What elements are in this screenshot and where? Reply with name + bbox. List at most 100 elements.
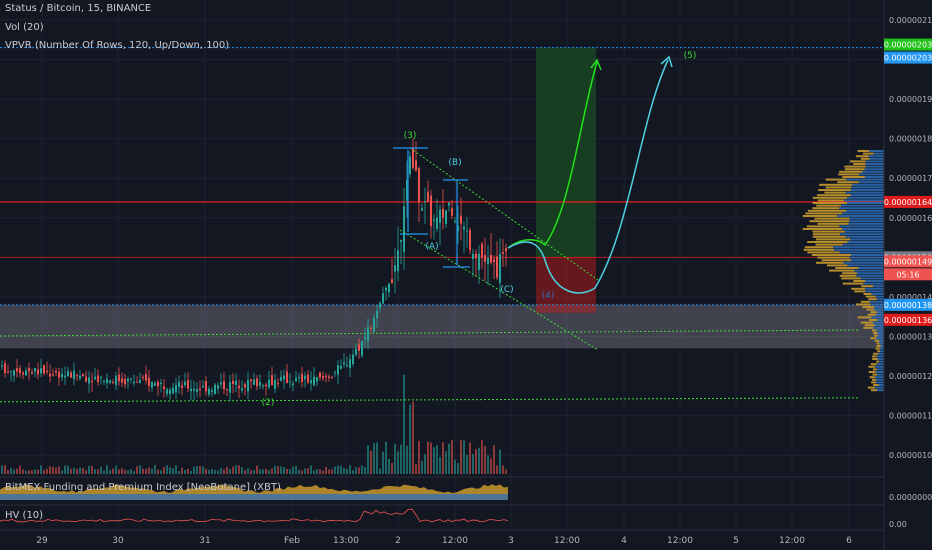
vp-row-down [857,150,870,152]
price-badge-label: 0.00000164 [884,198,932,207]
candle-body [376,310,378,319]
candle-body [367,327,369,342]
volume-bar [286,468,288,474]
wave-label: (5) [684,51,697,61]
volume-bar [205,468,207,474]
candle-body [10,370,12,372]
vp-row-down [807,251,840,254]
candle-body [418,168,420,203]
volume-bar [70,468,72,474]
volume-legend[interactable]: Vol (20) [5,22,44,33]
time-tick-label: 31 [199,536,210,546]
vp-row-down [869,376,875,379]
candle-body [49,373,51,377]
volume-bar [130,469,132,474]
vp-row-down [866,308,875,311]
vp-row-up [879,360,884,363]
volume-bar [40,465,42,474]
profit-zone [536,47,596,258]
vp-row-up [865,290,884,293]
volume-bar [97,469,99,474]
volume-bar [343,467,345,474]
volume-bar [298,469,300,474]
vp-row-up [849,220,884,223]
vp-row-up [856,274,884,277]
volume-bar [484,445,486,474]
wave2-support-line [0,397,861,403]
symbol-legend[interactable]: Status / Bitcoin, 15, BINANCE [5,3,152,14]
vp-row-down [855,303,871,306]
volume-bar [403,374,405,474]
candle-body [478,253,480,270]
volume-bar [124,469,126,474]
candle-body [289,381,291,383]
candle-body [328,376,330,378]
vp-row-down [806,225,840,228]
vp-row-up [858,267,884,269]
vp-row-up [874,306,884,308]
candle-body [103,380,105,382]
vp-row-down [816,204,841,207]
candle-body [166,389,168,394]
candle-body [34,368,36,372]
candle-body [187,379,189,389]
volume-bar [133,470,135,474]
vp-row-up [847,196,884,199]
candle-body [52,374,54,376]
candle-body [481,243,483,258]
vp-row-up [842,243,884,246]
vp-row-down [826,264,848,267]
vp-row-down [872,358,878,360]
volume-bar [4,465,6,474]
time-axis[interactable]: 29 30 31 Feb 13:00 2 12:00 3 12:00 4 12:00 5 12:00 6 [0,529,884,546]
candle-body [361,341,363,356]
candle-body [169,389,171,395]
candle-body [172,387,174,394]
vp-row-down [867,386,875,389]
candle-body [250,379,252,382]
volume-bar [148,467,150,474]
vp-row-down [874,339,880,342]
volume-bar [196,466,198,474]
vp-row-up [858,181,884,184]
volume-bar [106,465,108,474]
candle-body [64,375,66,378]
volume-bar [19,465,21,474]
volume-bar [253,469,255,474]
vp-row-down [818,189,851,191]
vpvr-legend[interactable]: VPVR (Number Of Rows, 120, Up/Down, 100) [5,40,230,51]
time-tick-label: 12:00 [667,536,693,546]
vp-row-down [825,186,852,189]
candle-body [202,385,204,388]
volume-bar [193,466,195,474]
volume-bar [232,466,234,474]
volume-bars [1,374,507,474]
vp-row-up [874,308,884,311]
candle-body [31,372,33,374]
hv-legend[interactable]: HV (10) [5,510,44,521]
time-tick-label: 4 [621,536,627,546]
vp-row-down [821,259,852,262]
vp-row-down [870,311,877,314]
candle-body [358,344,360,351]
volume-bar [172,468,174,474]
candle-body [424,200,426,202]
candle-body [496,256,498,278]
vp-row-up [876,337,884,340]
volume-bar [229,468,231,474]
bitmex-legend[interactable]: BitMEX Funding and Premium Index [NeoBut… [5,482,281,493]
volume-bar [214,470,216,474]
vp-row-up [875,313,884,316]
vp-row-up [880,345,884,347]
vp-row-down [803,248,835,251]
candle-body [436,217,438,229]
vp-row-down [842,176,865,178]
vp-row-up [848,222,884,225]
candle-body [475,253,477,259]
time-tick-label: 5 [733,536,739,546]
volume-bar [349,465,351,474]
volume-bar [46,468,48,474]
